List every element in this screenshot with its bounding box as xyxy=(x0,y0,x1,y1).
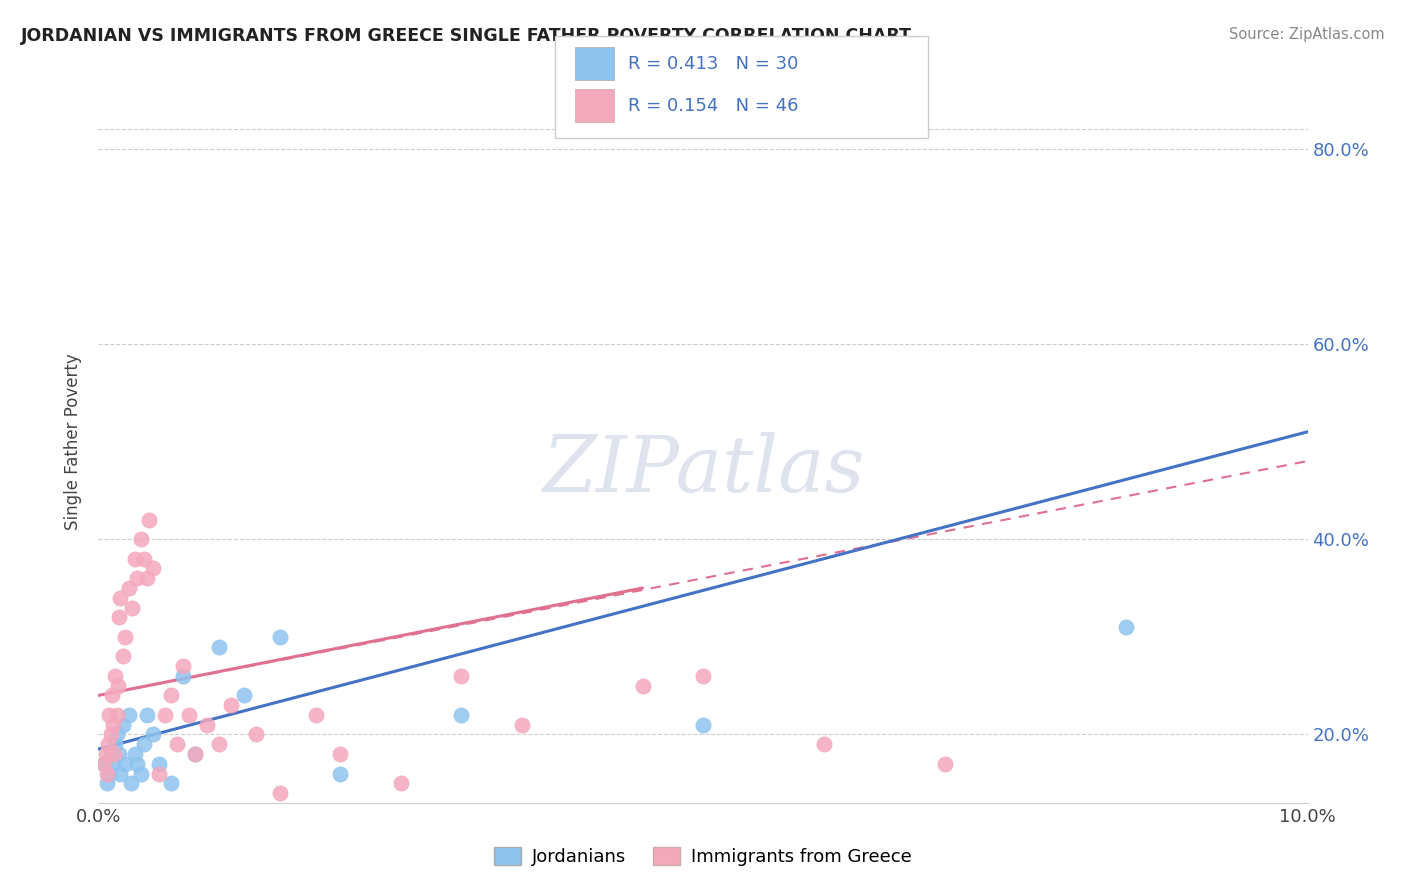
Point xyxy=(934,756,956,771)
Point xyxy=(118,707,141,722)
Point xyxy=(100,747,122,761)
Point xyxy=(98,766,121,780)
Point xyxy=(108,766,131,780)
Point xyxy=(208,640,231,654)
Point xyxy=(98,707,121,722)
Point xyxy=(160,776,183,790)
Point xyxy=(93,756,115,771)
Point xyxy=(96,766,118,780)
Point xyxy=(813,737,835,751)
Point xyxy=(305,707,328,722)
Point xyxy=(329,766,352,780)
Point xyxy=(138,513,160,527)
Text: ZIPatlas: ZIPatlas xyxy=(541,433,865,508)
Text: R = 0.154   N = 46: R = 0.154 N = 46 xyxy=(628,97,799,115)
Point xyxy=(111,649,134,664)
Point xyxy=(1115,620,1137,634)
Point xyxy=(105,727,128,741)
Point xyxy=(142,561,165,575)
Point xyxy=(510,717,533,731)
Point xyxy=(124,551,146,566)
Point xyxy=(692,717,714,731)
Point xyxy=(329,747,352,761)
Point xyxy=(97,737,120,751)
Point xyxy=(103,747,125,761)
Point xyxy=(114,630,136,644)
Point xyxy=(450,707,472,722)
Point xyxy=(179,707,201,722)
Point xyxy=(245,727,267,741)
Point xyxy=(184,747,207,761)
Point xyxy=(134,737,156,751)
Point xyxy=(104,669,127,683)
Point xyxy=(124,747,146,761)
Point xyxy=(114,756,136,771)
Point xyxy=(100,727,122,741)
Point xyxy=(221,698,243,713)
Text: R = 0.413   N = 30: R = 0.413 N = 30 xyxy=(628,55,799,73)
Point xyxy=(93,756,115,771)
Point xyxy=(172,669,194,683)
Point xyxy=(692,669,714,683)
Point xyxy=(127,571,149,585)
Point xyxy=(94,747,117,761)
Point xyxy=(166,737,188,751)
Point xyxy=(120,776,142,790)
Point xyxy=(129,532,152,546)
Point xyxy=(101,756,124,771)
Point xyxy=(96,776,118,790)
Point xyxy=(195,717,218,731)
Point xyxy=(389,776,412,790)
Point xyxy=(105,707,128,722)
Point xyxy=(184,747,207,761)
Point xyxy=(148,766,170,780)
Point xyxy=(127,756,149,771)
Point xyxy=(111,717,134,731)
Point xyxy=(121,600,143,615)
Point xyxy=(135,571,157,585)
Point xyxy=(153,707,176,722)
Point xyxy=(269,786,291,800)
Point xyxy=(118,581,141,595)
Point xyxy=(108,591,131,605)
Point xyxy=(232,689,254,703)
Point xyxy=(129,766,152,780)
Point xyxy=(631,679,654,693)
Point xyxy=(160,689,183,703)
Text: Source: ZipAtlas.com: Source: ZipAtlas.com xyxy=(1229,27,1385,42)
Y-axis label: Single Father Poverty: Single Father Poverty xyxy=(65,353,83,530)
Point xyxy=(104,737,127,751)
Point xyxy=(208,737,231,751)
Point xyxy=(101,717,124,731)
Text: JORDANIAN VS IMMIGRANTS FROM GREECE SINGLE FATHER POVERTY CORRELATION CHART: JORDANIAN VS IMMIGRANTS FROM GREECE SING… xyxy=(21,27,912,45)
Point xyxy=(450,669,472,683)
Point xyxy=(142,727,165,741)
Point xyxy=(135,707,157,722)
Legend: Jordanians, Immigrants from Greece: Jordanians, Immigrants from Greece xyxy=(486,839,920,873)
Point xyxy=(134,551,156,566)
Point xyxy=(108,747,131,761)
Point xyxy=(148,756,170,771)
Point xyxy=(107,679,129,693)
Point xyxy=(108,610,131,624)
Point xyxy=(269,630,291,644)
Point xyxy=(172,659,194,673)
Point xyxy=(100,689,122,703)
